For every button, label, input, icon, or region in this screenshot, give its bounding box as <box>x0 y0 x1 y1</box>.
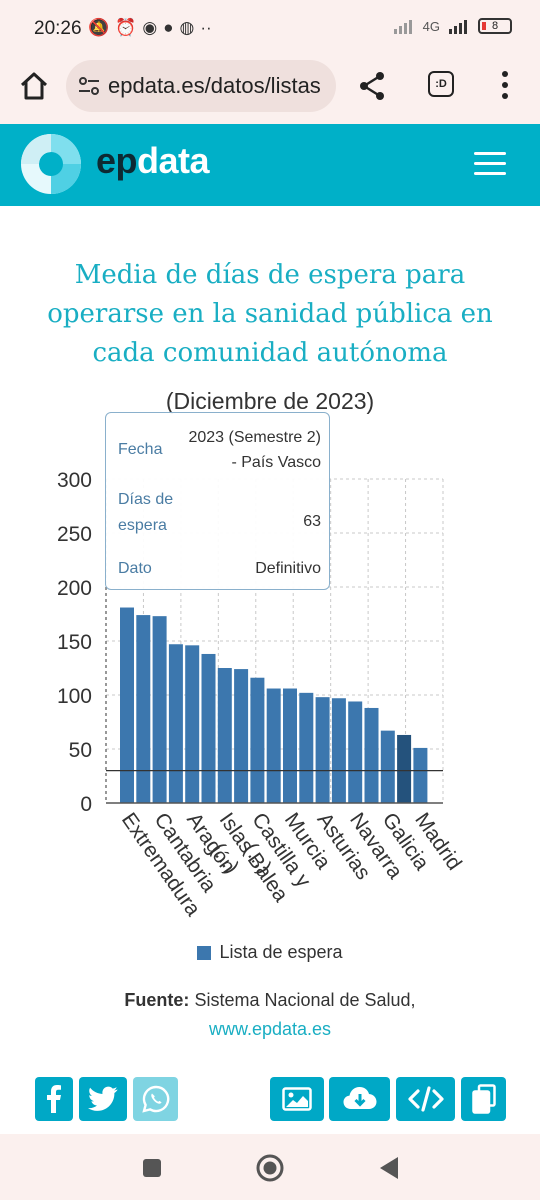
home-circle-icon[interactable] <box>256 1154 284 1182</box>
chart-source: Fuente: Sistema Nacional de Salud, www.e… <box>0 986 540 1044</box>
chart-title: Media de días de espera para operarse en… <box>47 260 493 368</box>
source-text: Sistema Nacional de Salud, <box>194 990 416 1010</box>
twitter-share-button[interactable] <box>79 1077 127 1121</box>
chart-tooltip: Fecha 2023 (Semestre 2) - País Vasco Día… <box>105 412 330 590</box>
y-tick-label: 150 <box>57 631 92 654</box>
tooltip-row-dato: Dato Definitivo <box>118 555 321 583</box>
bar[interactable] <box>315 697 330 803</box>
home-icon[interactable] <box>18 70 50 102</box>
bar[interactable] <box>168 644 183 803</box>
bar[interactable] <box>299 692 314 803</box>
bar[interactable] <box>331 698 346 803</box>
network-type: 4G <box>422 18 440 34</box>
bar[interactable] <box>120 607 134 803</box>
bar[interactable] <box>234 669 249 803</box>
more-options-icon[interactable] <box>500 70 510 100</box>
messenger-icon: ◉ <box>142 18 158 37</box>
site-settings-icon[interactable] <box>78 77 100 95</box>
alarm-icon: ⏰ <box>115 18 137 37</box>
battery-level: 8 <box>491 20 499 32</box>
embed-icon <box>407 1086 444 1112</box>
bar[interactable] <box>250 677 265 803</box>
tooltip-dato-label: Dato <box>118 560 152 577</box>
chat-icon: ● <box>163 18 174 37</box>
y-tick-label: 300 <box>57 469 92 492</box>
app-icon: ◍ <box>179 18 195 37</box>
share-icon[interactable] <box>356 70 388 102</box>
y-tick-label: 50 <box>69 739 92 762</box>
bar[interactable] <box>364 707 379 803</box>
bar[interactable] <box>380 730 395 803</box>
bar[interactable] <box>217 668 232 803</box>
tooltip-dato-value: Definitivo <box>255 560 321 577</box>
back-icon[interactable] <box>378 1156 400 1180</box>
facebook-share-button[interactable] <box>35 1077 73 1121</box>
whatsapp-icon <box>141 1085 169 1113</box>
download-image-button[interactable] <box>270 1077 324 1121</box>
tooltip-fecha-label: Fecha <box>118 441 163 458</box>
image-icon <box>282 1087 312 1111</box>
embed-code-button[interactable] <box>396 1077 455 1121</box>
epdata-logo-text[interactable]: epdata <box>96 140 210 182</box>
source-label: Fuente: <box>124 990 190 1010</box>
status-bar: 20:26 🔕 ⏰ ◉ ● ◍ ·· 4G 8 <box>0 0 540 60</box>
legend-swatch <box>197 945 212 960</box>
battery-icon: 8 <box>478 18 512 34</box>
site-header: epdata <box>0 124 540 206</box>
url-bar[interactable]: epdata.es/datos/listas <box>66 60 336 112</box>
more-notifications-icon: ·· <box>200 18 212 37</box>
tooltip-dias-label: Días de espera <box>118 491 174 534</box>
tooltip-row-dias: Días de espera 63 <box>118 477 321 555</box>
chart-subtitle: (Diciembre de 2023) <box>165 388 375 414</box>
legend-label: Lista de espera <box>219 942 343 962</box>
twitter-icon <box>88 1086 118 1111</box>
browser-toolbar: epdata.es/datos/listas :D <box>0 60 540 124</box>
cell-signal-icon <box>449 20 467 34</box>
system-navigation-bar <box>0 1134 540 1200</box>
bar[interactable] <box>266 688 281 803</box>
status-right: 4G 8 <box>393 18 512 34</box>
logo-text-data: data <box>137 140 210 181</box>
facebook-icon <box>47 1085 61 1113</box>
wifi-signal-icon <box>393 20 412 34</box>
status-notification-icons: 🔕 ⏰ ◉ ● ◍ ·· <box>88 18 212 38</box>
download-data-button[interactable] <box>329 1077 390 1121</box>
url-text: epdata.es/datos/listas <box>108 73 321 98</box>
bar[interactable] <box>283 688 297 803</box>
bar[interactable] <box>348 701 363 803</box>
logo-text-ep: ep <box>96 140 138 181</box>
bar[interactable] <box>136 615 151 803</box>
y-tick-label: 0 <box>80 793 92 816</box>
tab-switcher-icon[interactable]: :D <box>428 71 454 97</box>
tooltip-row-fecha: Fecha 2023 (Semestre 2) - País Vasco <box>118 425 321 477</box>
epdata-logo-icon[interactable] <box>20 133 82 195</box>
tooltip-dias-value: 63 <box>303 513 321 530</box>
mute-icon: 🔕 <box>88 18 110 37</box>
tooltip-fecha-value: 2023 (Semestre 2) - País Vasco <box>188 429 321 471</box>
bar[interactable] <box>185 645 200 803</box>
bar[interactable] <box>413 747 428 803</box>
y-tick-label: 250 <box>57 523 92 546</box>
y-tick-label: 100 <box>57 685 92 708</box>
y-tick-label: 200 <box>57 577 92 600</box>
copy-button[interactable] <box>461 1077 506 1121</box>
status-time: 20:26 <box>34 18 82 39</box>
download-icon <box>343 1087 376 1109</box>
bar[interactable] <box>152 616 167 803</box>
source-link[interactable]: www.epdata.es <box>208 1019 332 1039</box>
copy-icon <box>471 1084 496 1114</box>
bar[interactable] <box>201 653 216 803</box>
chart-legend[interactable]: Lista de espera <box>0 942 540 963</box>
bar[interactable] <box>397 734 412 803</box>
whatsapp-share-button[interactable] <box>133 1077 178 1121</box>
recents-icon[interactable] <box>142 1158 162 1178</box>
hamburger-menu-icon[interactable] <box>474 152 506 176</box>
